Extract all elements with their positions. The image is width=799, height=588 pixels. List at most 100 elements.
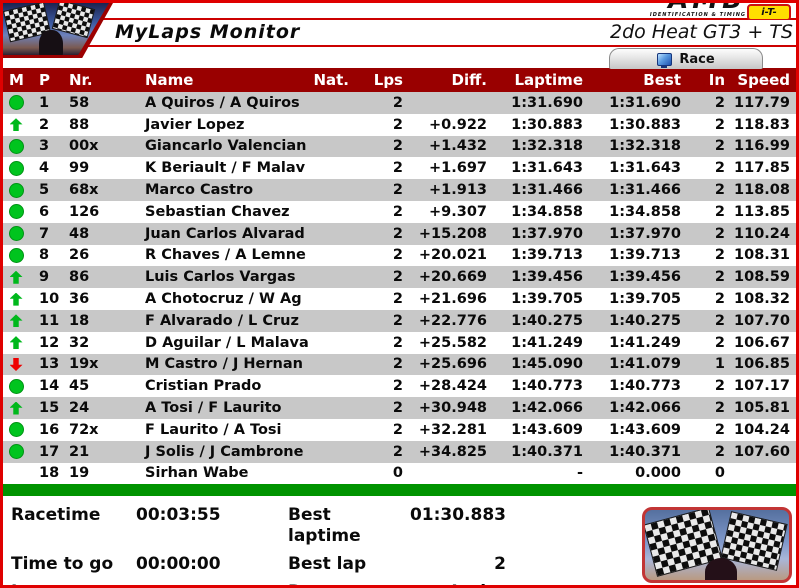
cell-car-number: 19x: [59, 353, 135, 376]
table-row[interactable]: 4 99 K Beriault / F Malav 2 +1.697 1:31.…: [3, 157, 796, 180]
cell-speed: 104.24: [731, 418, 796, 441]
cell-laps: 2: [355, 331, 409, 354]
column-header-lps: Lps: [355, 68, 409, 92]
cell-speed: 118.08: [731, 179, 796, 201]
green-circle-status-icon: [8, 247, 24, 263]
table-row[interactable]: 17 21 J Solis / J Cambrone 2 +34.825 1:4…: [3, 440, 796, 463]
cell-best-laptime: 1:39.705: [589, 288, 687, 310]
cell-diff: +34.825: [409, 440, 493, 463]
cell-best-laptime: 1:43.609: [589, 418, 687, 441]
cell-in-lap: 2: [687, 92, 731, 114]
table-row[interactable]: 14 45 Cristian Prado 2 +28.424 1:40.773 …: [3, 375, 796, 398]
cell-diff: +20.021: [409, 244, 493, 267]
table-row[interactable]: 9 86 Luis Carlos Vargas 2 +20.669 1:39.4…: [3, 266, 796, 289]
table-row[interactable]: 13 19x M Castro / J Hernan 2 +25.696 1:4…: [3, 353, 796, 376]
cell-best-laptime: 1:41.079: [589, 353, 687, 376]
race-monitor-icon: [657, 52, 673, 68]
cell-best-laptime: 1:42.066: [589, 397, 687, 419]
table-row[interactable]: 3 00x Giancarlo Valencian 2 +1.432 1:32.…: [3, 135, 796, 158]
cell-car-number: 126: [59, 200, 135, 223]
cell-diff: +32.281: [409, 418, 493, 441]
cell-car-number: 26: [59, 244, 135, 267]
cell-best-laptime: 1:31.643: [589, 157, 687, 180]
cell-diff: +1.432: [409, 135, 493, 158]
cell-nationality: [311, 331, 355, 354]
table-row[interactable]: 10 36 A Chotocruz / W Ag 2 +21.696 1:39.…: [3, 288, 796, 310]
column-header-p: P: [29, 68, 59, 92]
cell-best-laptime: 1:40.773: [589, 375, 687, 398]
green-up-status-icon: [9, 118, 23, 132]
cell-laps: 0: [355, 462, 409, 485]
cell-laptime: 1:45.090: [493, 353, 589, 376]
green-circle-status-icon: [8, 182, 24, 198]
cell-diff: +25.696: [409, 353, 493, 376]
cell-speed: 117.85: [731, 157, 796, 180]
cell-car-number: 48: [59, 222, 135, 245]
best-laptime-value: 01:30.883: [409, 505, 506, 526]
cell-speed: 113.85: [731, 200, 796, 223]
table-row[interactable]: 2 88 Javier Lopez 2 +0.922 1:30.883 1:30…: [3, 113, 796, 136]
cell-speed: 108.32: [731, 288, 796, 310]
cell-car-number: 24: [59, 397, 135, 419]
column-header-diff: Diff.: [409, 68, 493, 92]
cell-laps: 2: [355, 200, 409, 223]
cell-laps: 2: [355, 375, 409, 398]
cell-laps: 2: [355, 440, 409, 463]
by-label: By: [288, 582, 406, 585]
cell-diff: +25.582: [409, 331, 493, 354]
cell-car-number: 18: [59, 309, 135, 332]
cell-in-lap: 2: [687, 288, 731, 310]
cell-speed: 106.85: [731, 353, 796, 376]
amb-logo-subtitle: IDENTIFICATION & TIMING: [649, 12, 746, 18]
cell-laps: 2: [355, 179, 409, 201]
header-divider-line: [3, 45, 796, 47]
table-row[interactable]: 12 32 D Aguilar / L Malava 2 +25.582 1:4…: [3, 331, 796, 354]
cell-laptime: 1:31.466: [493, 179, 589, 201]
green-up-status-icon: [9, 270, 23, 284]
timing-table: M P Nr. Name Nat. Lps Diff. Laptime Best…: [3, 68, 796, 485]
table-row[interactable]: 7 48 Juan Carlos Alvarad 2 +15.208 1:37.…: [3, 222, 796, 245]
cell-laptime: 1:30.883: [493, 113, 589, 136]
cell-diff: +15.208: [409, 222, 493, 245]
table-row[interactable]: 15 24 A Tosi / F Laurito 2 +30.948 1:42.…: [3, 397, 796, 419]
table-row[interactable]: 18 19 Sirhan Wabe 0 - 0.000 0: [3, 462, 796, 485]
cell-position: 15: [29, 397, 59, 419]
header-top-band: AMB IDENTIFICATION & TIMING i-T-: [3, 3, 796, 21]
cell-car-number: 72x: [59, 418, 135, 441]
cell-driver-name: A Tosi / F Laurito: [135, 397, 311, 419]
cell-laptime: 1:39.713: [493, 244, 589, 267]
table-row[interactable]: 11 18 F Alvarado / L Cruz 2 +22.776 1:40…: [3, 309, 796, 332]
race-status-bar-green: [3, 484, 796, 497]
cell-best-laptime: 1:32.318: [589, 135, 687, 158]
table-row[interactable]: 1 58 A Quiros / A Quiros 2 1:31.690 1:31…: [3, 92, 796, 114]
cell-driver-name: M Castro / J Hernan: [135, 353, 311, 376]
cell-diff: +28.424: [409, 375, 493, 398]
cell-speed: 117.79: [731, 92, 796, 114]
flag-marshal-silhouette: [39, 30, 63, 55]
header-divider-line: [3, 18, 796, 20]
table-row[interactable]: 8 26 R Chaves / A Lemne 2 +20.021 1:39.7…: [3, 244, 796, 267]
cell-best-laptime: 1:39.456: [589, 266, 687, 289]
cell-best-laptime: 1:31.466: [589, 179, 687, 201]
cell-diff: +30.948: [409, 397, 493, 419]
cell-laptime: 1:40.371: [493, 440, 589, 463]
cell-speed: 108.59: [731, 266, 796, 289]
amb-logo: AMB IDENTIFICATION & TIMING: [616, 3, 746, 18]
green-circle-status-icon: [8, 138, 24, 154]
green-circle-status-icon: [8, 226, 24, 242]
table-header-row: M P Nr. Name Nat. Lps Diff. Laptime Best…: [3, 68, 796, 92]
column-header-nat: Nat.: [311, 68, 355, 92]
cell-laptime: 1:40.773: [493, 375, 589, 398]
table-row[interactable]: 16 72x F Laurito / A Tosi 2 +32.281 1:43…: [3, 418, 796, 441]
cell-best-laptime: 1:31.690: [589, 92, 687, 114]
table-row[interactable]: 6 126 Sebastian Chavez 2 +9.307 1:34.858…: [3, 200, 796, 223]
column-header-in: In: [687, 68, 731, 92]
cell-car-number: 45: [59, 375, 135, 398]
race-tab-label: Race: [679, 51, 715, 67]
cell-driver-name: D Aguilar / L Malava: [135, 331, 311, 354]
green-circle-status-icon: [8, 95, 24, 111]
table-row[interactable]: 5 68x Marco Castro 2 +1.913 1:31.466 1:3…: [3, 179, 796, 201]
cell-nationality: [311, 375, 355, 398]
cell-position: 12: [29, 331, 59, 354]
race-tab[interactable]: Race: [609, 48, 763, 69]
